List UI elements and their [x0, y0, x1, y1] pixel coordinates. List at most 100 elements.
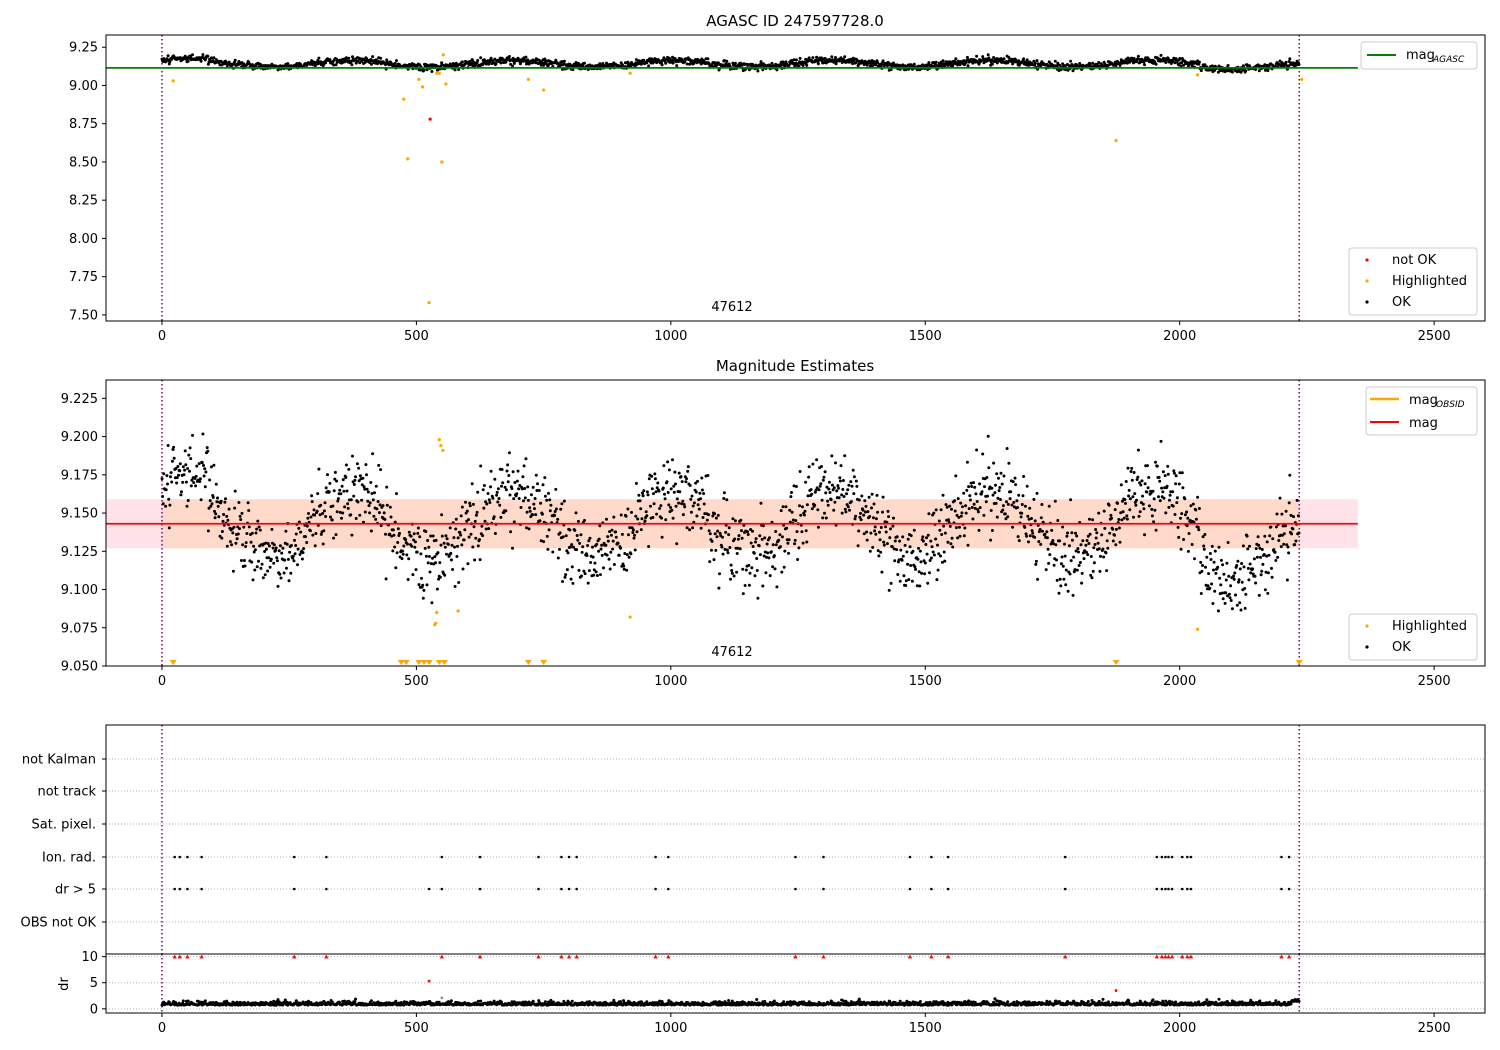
agasc-ok-point: [889, 68, 893, 72]
agasc-highlighted-point: [1300, 77, 1304, 81]
mag-ok-point: [790, 510, 794, 514]
mag-ok-point: [1213, 549, 1217, 553]
mag-ok-point: [528, 509, 532, 513]
agasc-ok-point: [562, 59, 566, 63]
mag-ok-point: [876, 549, 880, 553]
mag-ok-point: [1177, 482, 1181, 486]
mag-ok-point: [247, 509, 251, 512]
mag-ok-point: [750, 566, 754, 570]
mag-ok-point: [1172, 469, 1176, 473]
mag-ok-point: [1130, 466, 1134, 470]
mag-ok-point: [365, 487, 369, 491]
mag-ok-point: [606, 539, 610, 543]
mag-ok-point: [788, 520, 792, 524]
ion-rad-flag-point: [1189, 855, 1193, 859]
mag-ok-point: [1003, 512, 1007, 516]
mag-ok-point: [965, 460, 969, 464]
mag-ok-point: [1255, 555, 1259, 559]
mag-ok-point: [928, 559, 932, 562]
mag-ok-point: [299, 530, 303, 534]
mag-ok-point: [778, 533, 782, 537]
mag-ok-point: [358, 474, 362, 478]
mag-ok-point: [1086, 553, 1090, 557]
mag-ok-point: [478, 558, 482, 562]
agasc-ok-point: [724, 62, 728, 66]
mag-ok-point: [765, 555, 768, 559]
mag-ok-point: [715, 535, 719, 539]
agasc-bottom-legend: not OK Highlighted OK: [1348, 247, 1478, 316]
mag-ok-point: [986, 494, 989, 498]
mag-ok-point: [1274, 525, 1278, 529]
mag-ok-point: [1040, 503, 1044, 506]
agasc-x-tick-label: 1000: [654, 329, 687, 344]
mag-ok-point: [1280, 512, 1284, 516]
mag-ok-point: [481, 534, 485, 538]
mag-ok-point: [1181, 486, 1185, 490]
mag-ok-point: [1023, 525, 1027, 529]
mag-ok-point: [797, 546, 801, 550]
mag-ok-point: [437, 577, 441, 581]
mag-ok-point: [580, 574, 583, 578]
mag-ok-point: [1033, 519, 1037, 523]
mag-ok-point: [608, 530, 612, 534]
mag-ok-point: [635, 530, 639, 534]
mag-ok-point: [639, 507, 643, 511]
flag-row-label: Sat. pixel.: [32, 818, 96, 833]
mag-ok-point: [215, 500, 219, 504]
mag-ok-point: [816, 508, 820, 512]
mag-ok-point: [821, 478, 825, 482]
mag-ok-point: [781, 505, 785, 509]
mag-ok-point: [627, 555, 631, 559]
ion-rad-flag-point: [822, 855, 825, 859]
mag-ok-point: [1101, 547, 1105, 551]
mag-ok-point: [396, 527, 400, 531]
mag-ok-point: [278, 572, 282, 576]
mag-ok-point: [974, 492, 978, 496]
mag-ok-point: [813, 503, 817, 507]
mag-ok-point: [219, 499, 223, 503]
mag-ok-point: [623, 552, 627, 555]
mag-ok-point: [496, 487, 500, 491]
mag-ok-point: [443, 545, 447, 549]
mag-ok-point: [751, 545, 755, 548]
mag-ok-point: [906, 562, 910, 566]
mag-ok-point: [420, 576, 423, 580]
mag-ok-point: [1224, 591, 1228, 595]
dr-gt5-flag-point: [1164, 887, 1167, 891]
mag-ok-point: [810, 507, 814, 511]
mag-ok-point: [972, 502, 976, 506]
mag-ok-point: [482, 484, 486, 487]
mag-ok-point: [771, 565, 775, 569]
agasc-ok-point: [453, 68, 457, 72]
mag-ok-point: [1207, 572, 1211, 576]
mag-ok-point: [561, 535, 565, 539]
mag-ok-point: [473, 519, 477, 523]
mag-ok-point: [395, 492, 398, 496]
mag-ok-point: [1158, 499, 1162, 503]
mag-ok-point: [275, 559, 279, 563]
mag-ok-point: [1180, 512, 1184, 516]
mag-ok-point: [246, 501, 250, 505]
mag-ok-point: [1196, 525, 1200, 529]
mag-ok-point: [488, 501, 492, 504]
mag-ok-point: [189, 457, 193, 461]
agasc-ok-point: [328, 58, 332, 62]
mag-ok-point: [519, 506, 523, 509]
mag-ok-point: [909, 564, 913, 567]
mag-ok-point: [486, 492, 490, 495]
mag-ok-point: [774, 530, 778, 533]
mag-ok-point: [934, 508, 938, 512]
mag-ok-point: [1055, 558, 1058, 562]
mag-ok-point: [332, 489, 336, 493]
mag-ok-point: [987, 466, 991, 470]
mag-ok-point: [400, 557, 404, 561]
mag-ok-point: [1295, 498, 1299, 502]
mag-ok-point: [1254, 547, 1258, 551]
mag-ok-point: [533, 497, 537, 500]
mag-ok-point: [1116, 501, 1120, 505]
agasc-highlighted-point: [427, 301, 431, 305]
mag-ok-point: [577, 568, 581, 572]
mag-ok-point: [204, 470, 208, 474]
mag-ok-point: [485, 502, 489, 506]
